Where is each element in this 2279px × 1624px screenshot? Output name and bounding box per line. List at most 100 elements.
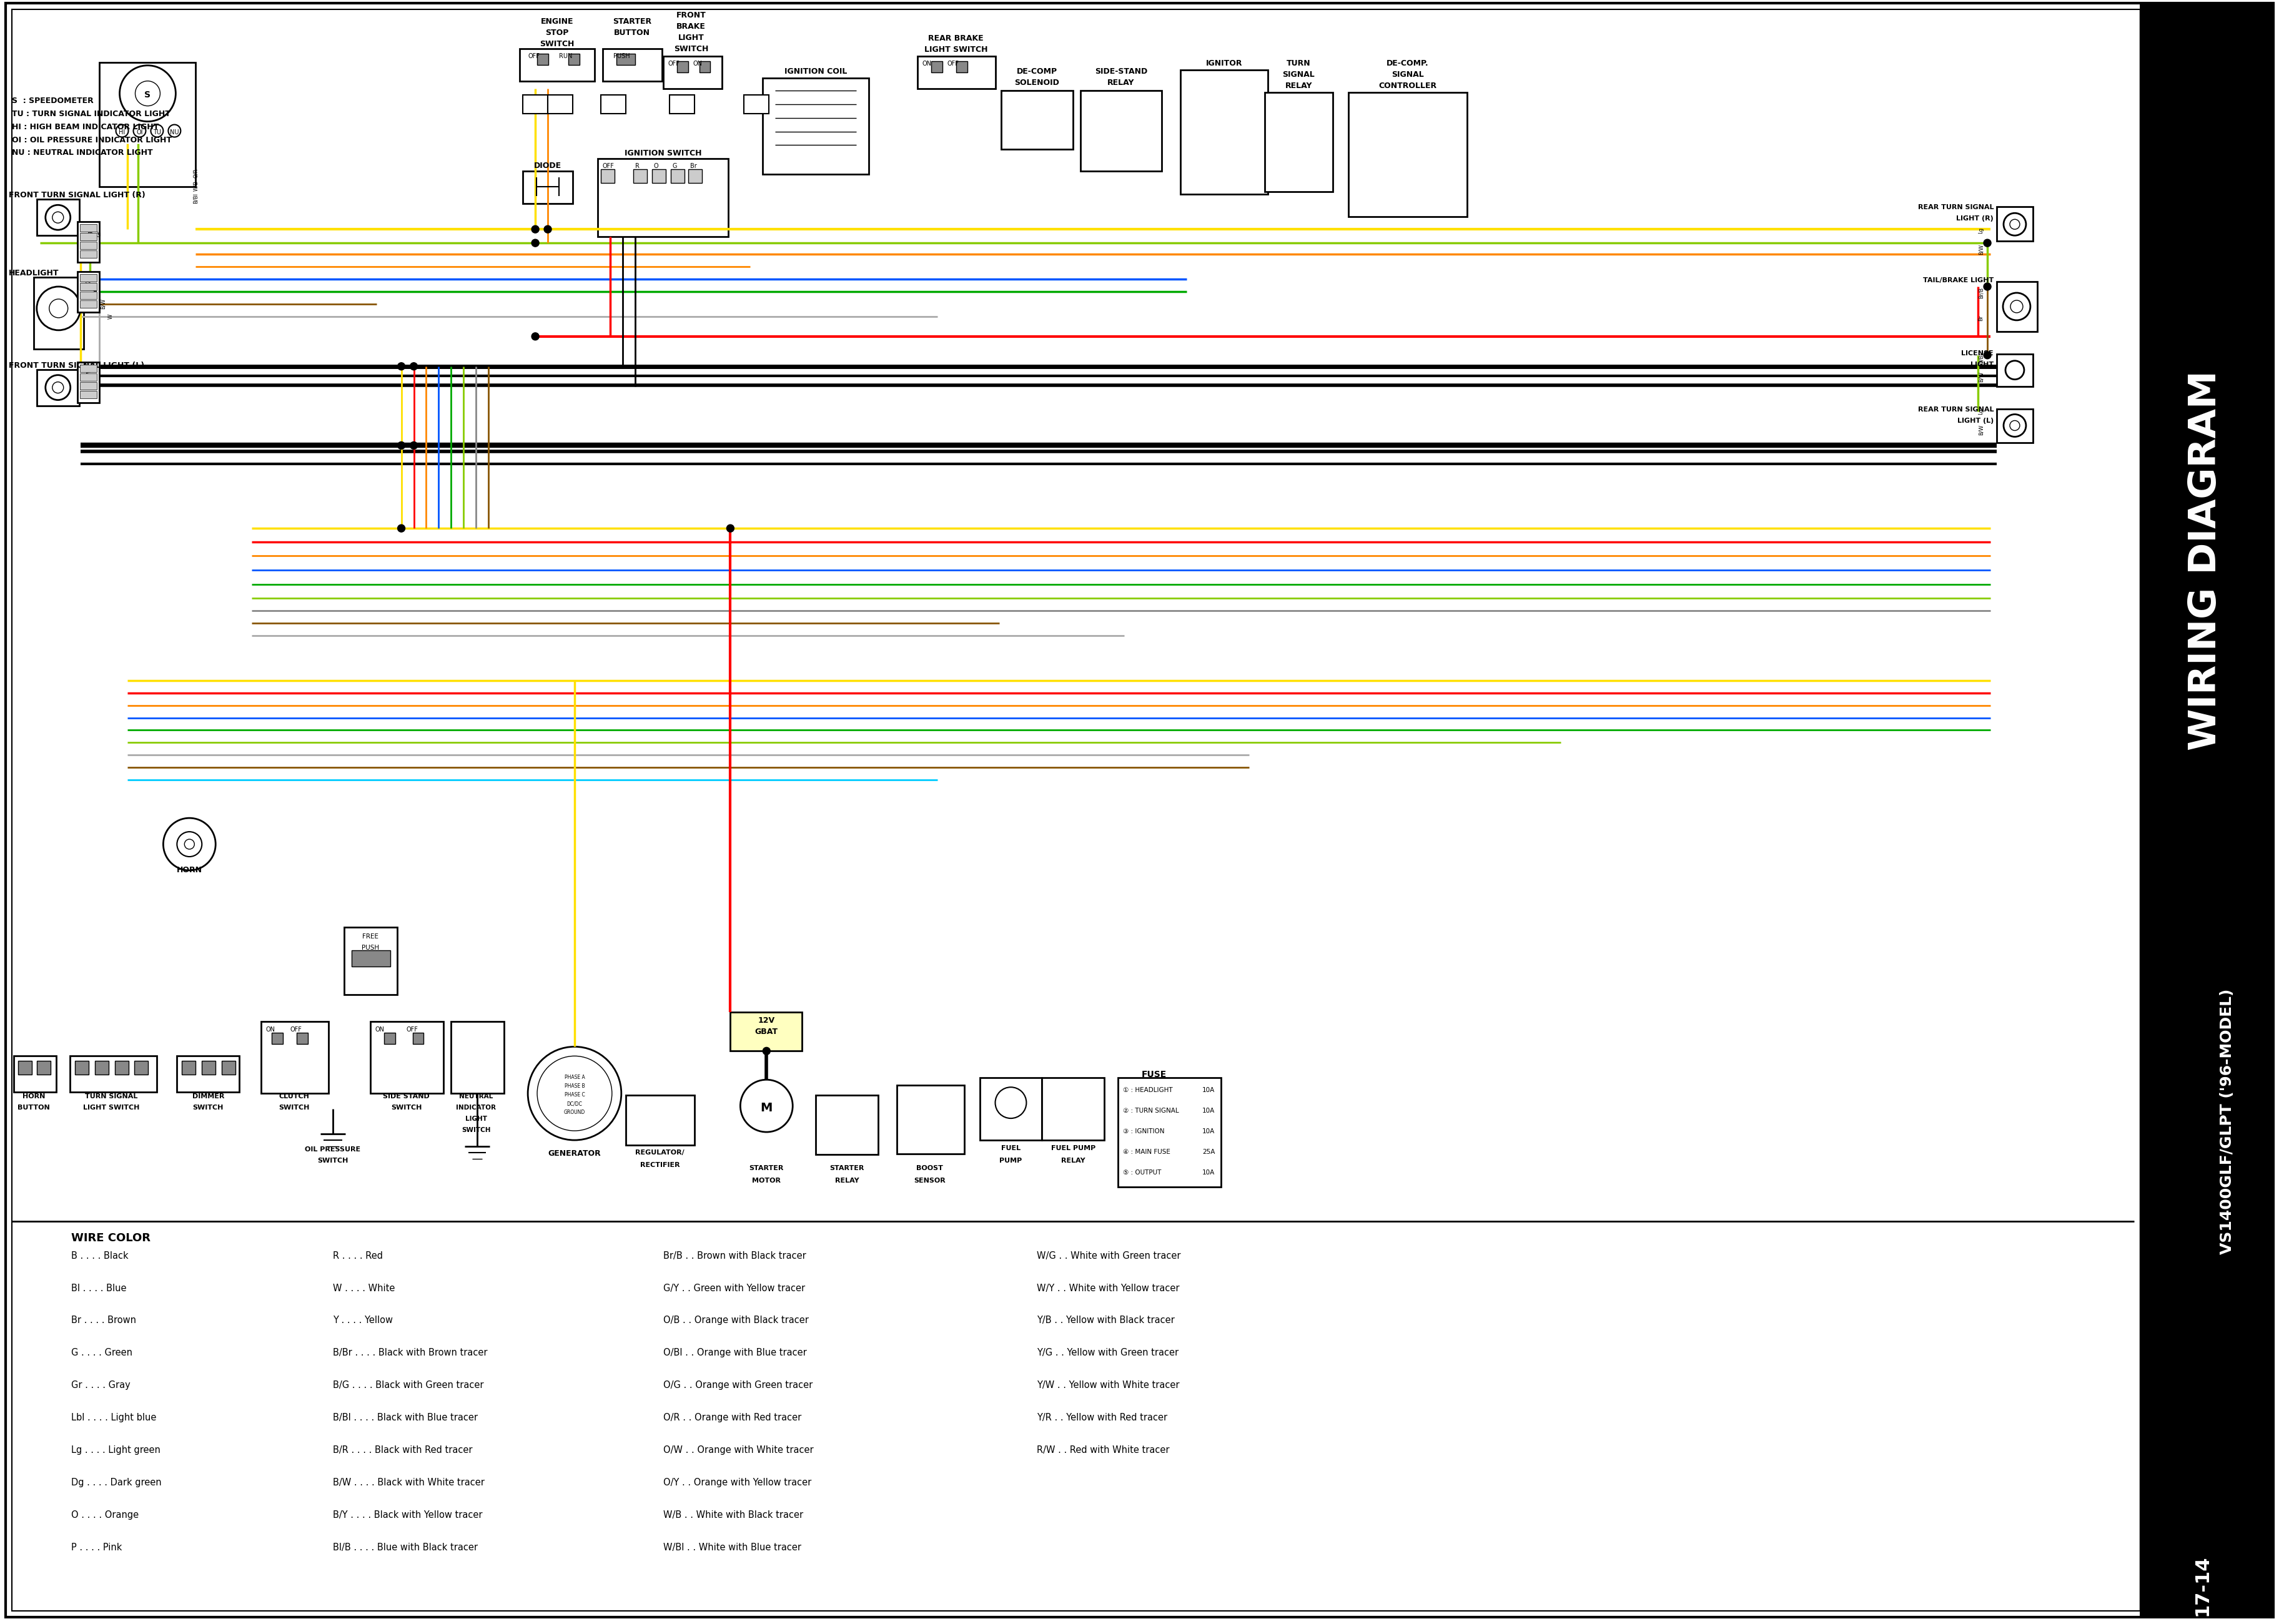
Text: WIRE COLOR: WIRE COLOR xyxy=(71,1233,150,1244)
Text: Lg: Lg xyxy=(1978,408,1985,414)
Text: 25A: 25A xyxy=(1201,1148,1215,1155)
Circle shape xyxy=(531,333,540,339)
Text: LIGHT: LIGHT xyxy=(679,34,704,42)
Text: SWITCH: SWITCH xyxy=(675,45,709,54)
Circle shape xyxy=(741,1080,793,1132)
Bar xyxy=(77,362,98,403)
Text: 10A: 10A xyxy=(1201,1169,1215,1176)
Text: DIODE: DIODE xyxy=(533,162,561,171)
Bar xyxy=(77,271,98,312)
Bar xyxy=(80,300,96,309)
Text: IGNITOR: IGNITOR xyxy=(1206,58,1242,67)
Text: RELAY: RELAY xyxy=(1062,1158,1085,1164)
Text: Br/B: Br/B xyxy=(1978,287,1985,299)
Text: O: O xyxy=(654,164,659,169)
Text: BUTTON: BUTTON xyxy=(18,1104,50,1111)
Bar xyxy=(80,283,96,291)
Text: HEADLIGHT: HEADLIGHT xyxy=(9,270,59,278)
Text: LICENSE: LICENSE xyxy=(1962,351,1994,356)
Text: CONTROLLER: CONTROLLER xyxy=(1379,81,1436,89)
Text: DC/DC: DC/DC xyxy=(567,1101,583,1106)
Text: MOTOR: MOTOR xyxy=(752,1177,782,1184)
Bar xyxy=(567,54,579,65)
Bar xyxy=(980,1078,1042,1140)
Text: 10A: 10A xyxy=(1201,1086,1215,1093)
Text: ③ : IGNITION: ③ : IGNITION xyxy=(1124,1129,1165,1135)
Text: B/W: B/W xyxy=(1978,244,1985,255)
Text: OI: OI xyxy=(137,128,144,135)
Text: RELAY: RELAY xyxy=(1285,81,1313,89)
Bar xyxy=(670,169,684,184)
Text: OI : OIL PRESSURE INDICATOR LIGHT: OI : OIL PRESSURE INDICATOR LIGHT xyxy=(11,136,171,145)
Text: TURN: TURN xyxy=(1288,58,1310,67)
Bar xyxy=(71,1056,157,1093)
Bar xyxy=(1996,354,2033,387)
Text: RELAY: RELAY xyxy=(1108,78,1135,86)
Bar xyxy=(522,94,547,114)
Text: SWITCH: SWITCH xyxy=(278,1104,310,1111)
Circle shape xyxy=(46,375,71,400)
Text: O/B . . Orange with Black tracer: O/B . . Orange with Black tracer xyxy=(663,1315,809,1325)
Text: BRAKE: BRAKE xyxy=(677,23,706,31)
Circle shape xyxy=(996,1086,1026,1119)
Circle shape xyxy=(46,205,71,231)
Text: SIDE STAND: SIDE STAND xyxy=(383,1093,431,1099)
Text: O . . . . Orange: O . . . . Orange xyxy=(71,1510,139,1520)
Text: Y/R . . Yellow with Red tracer: Y/R . . Yellow with Red tracer xyxy=(1037,1413,1167,1423)
Text: Br: Br xyxy=(691,164,697,169)
Bar xyxy=(451,1021,504,1093)
Text: ON: ON xyxy=(264,1026,276,1033)
Text: ⑤ : OUTPUT: ⑤ : OUTPUT xyxy=(1124,1169,1162,1176)
Bar xyxy=(1996,409,2033,443)
Text: OFF: OFF xyxy=(948,60,959,67)
Text: SENSOR: SENSOR xyxy=(914,1177,946,1184)
Text: Gr: Gr xyxy=(96,231,103,237)
Bar xyxy=(627,1095,695,1145)
Bar xyxy=(18,1060,32,1075)
Circle shape xyxy=(2010,421,2019,430)
Circle shape xyxy=(2010,219,2019,229)
Bar xyxy=(1996,206,2033,240)
Circle shape xyxy=(169,125,180,136)
Circle shape xyxy=(397,362,406,370)
Circle shape xyxy=(50,299,68,318)
Text: RECTIFIER: RECTIFIER xyxy=(640,1161,679,1168)
Bar xyxy=(602,94,627,114)
Text: NEUTRAL: NEUTRAL xyxy=(458,1093,492,1099)
Bar xyxy=(538,54,549,65)
Bar xyxy=(80,391,96,398)
Bar xyxy=(932,62,941,73)
Bar xyxy=(80,274,96,281)
Text: Lg . . . . Light green: Lg . . . . Light green xyxy=(71,1445,160,1455)
Circle shape xyxy=(1983,351,1992,359)
Bar xyxy=(80,242,96,248)
Text: IGNITION COIL: IGNITION COIL xyxy=(784,67,848,75)
Text: REAR TURN SIGNAL: REAR TURN SIGNAL xyxy=(1917,406,1994,412)
Circle shape xyxy=(2006,361,2024,380)
Text: NU: NU xyxy=(171,128,180,135)
Text: FRONT TURN SIGNAL LIGHT (L): FRONT TURN SIGNAL LIGHT (L) xyxy=(9,362,144,370)
Text: RELAY: RELAY xyxy=(834,1177,859,1184)
Bar xyxy=(296,1033,308,1044)
Text: ENGINE: ENGINE xyxy=(540,18,574,26)
Bar xyxy=(1000,91,1073,149)
Text: TU : TURN SIGNAL INDICATOR LIGHT: TU : TURN SIGNAL INDICATOR LIGHT xyxy=(11,110,171,119)
Bar xyxy=(1119,1078,1222,1187)
Text: PUSH: PUSH xyxy=(362,945,378,950)
Bar xyxy=(80,374,96,380)
Text: W/Y . . White with Yellow tracer: W/Y . . White with Yellow tracer xyxy=(1037,1283,1181,1293)
Circle shape xyxy=(164,818,217,870)
Text: SWITCH: SWITCH xyxy=(317,1158,349,1164)
Text: ON: ON xyxy=(376,1026,385,1033)
Bar xyxy=(36,200,80,235)
Text: 10A: 10A xyxy=(1201,1129,1215,1135)
Text: Gr . . . . Gray: Gr . . . . Gray xyxy=(71,1380,130,1390)
Text: CLUTCH: CLUTCH xyxy=(278,1093,310,1099)
Text: PHASE A: PHASE A xyxy=(565,1075,586,1080)
Text: REAR BRAKE: REAR BRAKE xyxy=(928,34,985,42)
Circle shape xyxy=(134,125,146,136)
Bar xyxy=(634,169,647,184)
Circle shape xyxy=(538,1056,613,1130)
Bar xyxy=(96,1060,109,1075)
Text: LIGHT: LIGHT xyxy=(1971,362,1994,367)
